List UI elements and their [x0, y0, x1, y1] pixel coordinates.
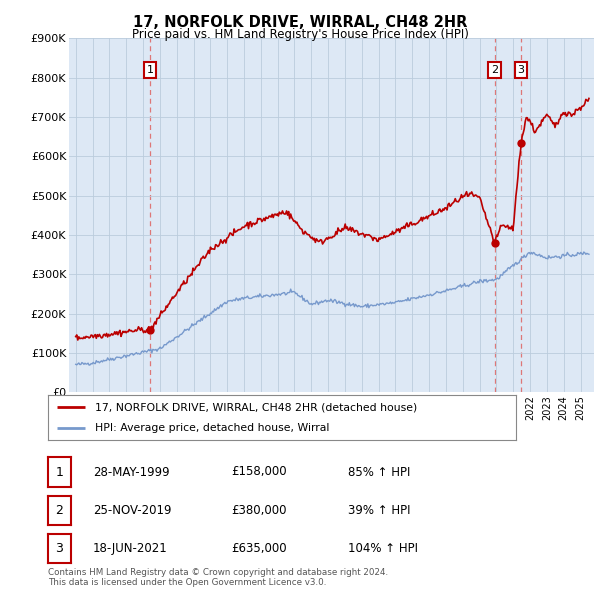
Text: Contains HM Land Registry data © Crown copyright and database right 2024.
This d: Contains HM Land Registry data © Crown c…: [48, 568, 388, 587]
Text: 2: 2: [491, 65, 498, 75]
Text: £635,000: £635,000: [231, 542, 287, 555]
Text: Price paid vs. HM Land Registry's House Price Index (HPI): Price paid vs. HM Land Registry's House …: [131, 28, 469, 41]
Text: 39% ↑ HPI: 39% ↑ HPI: [348, 504, 410, 517]
Text: £380,000: £380,000: [231, 504, 287, 517]
Text: 17, NORFOLK DRIVE, WIRRAL, CH48 2HR (detached house): 17, NORFOLK DRIVE, WIRRAL, CH48 2HR (det…: [95, 402, 417, 412]
Text: 1: 1: [146, 65, 154, 75]
Text: 28-MAY-1999: 28-MAY-1999: [93, 466, 170, 478]
Text: 104% ↑ HPI: 104% ↑ HPI: [348, 542, 418, 555]
Text: 18-JUN-2021: 18-JUN-2021: [93, 542, 168, 555]
Text: 1: 1: [55, 466, 64, 478]
Text: 2: 2: [55, 504, 64, 517]
Text: 3: 3: [55, 542, 64, 555]
Text: 17, NORFOLK DRIVE, WIRRAL, CH48 2HR: 17, NORFOLK DRIVE, WIRRAL, CH48 2HR: [133, 15, 467, 30]
Text: 85% ↑ HPI: 85% ↑ HPI: [348, 466, 410, 478]
Text: HPI: Average price, detached house, Wirral: HPI: Average price, detached house, Wirr…: [95, 422, 329, 432]
Text: 25-NOV-2019: 25-NOV-2019: [93, 504, 172, 517]
Text: £158,000: £158,000: [231, 466, 287, 478]
Text: 3: 3: [517, 65, 524, 75]
